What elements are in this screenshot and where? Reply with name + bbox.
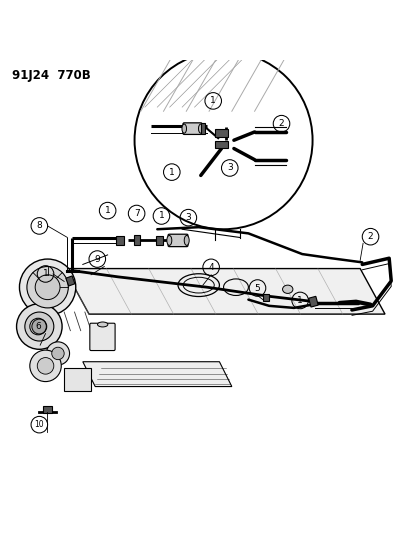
Text: 4: 4 — [208, 263, 214, 272]
Circle shape — [52, 347, 64, 360]
Text: 10: 10 — [34, 420, 44, 429]
Text: 91J24  770B: 91J24 770B — [12, 69, 91, 82]
Circle shape — [134, 51, 312, 229]
Circle shape — [19, 259, 76, 316]
Text: 1: 1 — [104, 206, 110, 215]
FancyBboxPatch shape — [308, 296, 318, 307]
Text: 7: 7 — [133, 209, 139, 218]
FancyBboxPatch shape — [116, 236, 124, 245]
FancyBboxPatch shape — [66, 276, 75, 286]
Circle shape — [32, 319, 47, 334]
FancyBboxPatch shape — [64, 368, 91, 391]
Polygon shape — [83, 362, 231, 386]
Ellipse shape — [198, 124, 202, 133]
Circle shape — [46, 342, 69, 365]
Ellipse shape — [184, 236, 189, 245]
Text: 1: 1 — [169, 167, 174, 176]
FancyBboxPatch shape — [200, 123, 204, 134]
FancyBboxPatch shape — [133, 236, 140, 245]
Text: 6: 6 — [35, 322, 41, 331]
FancyBboxPatch shape — [155, 236, 163, 245]
Ellipse shape — [282, 285, 292, 293]
Ellipse shape — [182, 124, 186, 133]
Text: 3: 3 — [185, 213, 191, 222]
Circle shape — [30, 350, 61, 382]
Text: 1: 1 — [210, 96, 216, 106]
FancyBboxPatch shape — [263, 294, 268, 301]
Circle shape — [35, 275, 60, 300]
FancyBboxPatch shape — [183, 123, 202, 134]
Ellipse shape — [166, 236, 171, 245]
Circle shape — [37, 358, 54, 374]
Ellipse shape — [97, 322, 107, 327]
Text: 1: 1 — [158, 212, 164, 221]
Circle shape — [17, 304, 62, 349]
FancyBboxPatch shape — [215, 129, 227, 138]
Text: 2: 2 — [278, 119, 284, 128]
Text: 9: 9 — [94, 255, 100, 263]
Circle shape — [27, 266, 68, 308]
FancyBboxPatch shape — [168, 234, 188, 247]
FancyBboxPatch shape — [90, 323, 115, 351]
Text: 1: 1 — [43, 270, 48, 278]
Circle shape — [25, 312, 54, 341]
Polygon shape — [64, 269, 384, 314]
Text: 2: 2 — [367, 232, 373, 241]
FancyBboxPatch shape — [215, 141, 227, 148]
FancyBboxPatch shape — [43, 406, 52, 413]
Text: 8: 8 — [36, 221, 42, 230]
Text: 5: 5 — [254, 284, 260, 293]
Text: 1: 1 — [297, 296, 302, 305]
Text: 3: 3 — [226, 164, 232, 173]
